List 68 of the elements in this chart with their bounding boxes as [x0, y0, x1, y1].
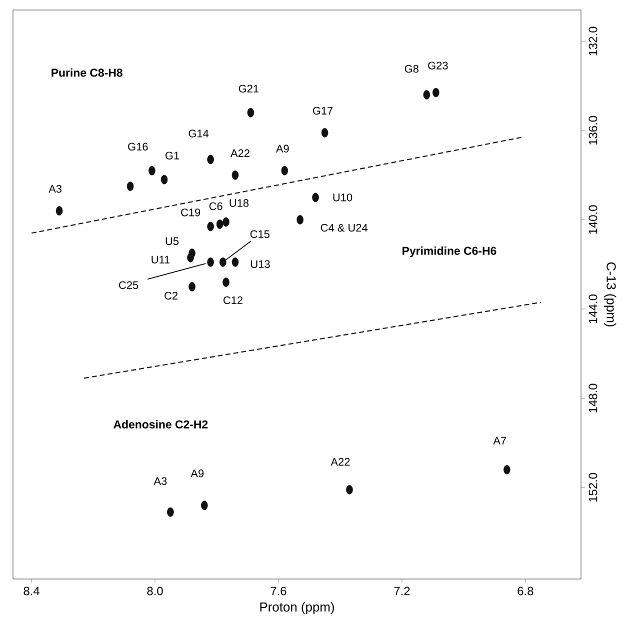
point — [187, 253, 194, 262]
point — [148, 166, 156, 176]
point — [232, 257, 239, 267]
x-tick-label: 6.8 — [518, 586, 534, 596]
point — [281, 166, 288, 176]
annotation: C15 — [250, 230, 270, 238]
x-tick-label: 7.6 — [270, 586, 286, 596]
annotation: G17 — [312, 106, 333, 115]
annotation: G16 — [128, 142, 148, 151]
x-tick-label: 7.2 — [394, 586, 410, 596]
point — [346, 485, 353, 494]
point — [167, 507, 174, 517]
point — [56, 206, 63, 216]
annotation: C25 — [119, 281, 138, 290]
annotation: A22 — [230, 149, 250, 157]
point — [296, 215, 304, 224]
y-tick-label: 152.0 — [588, 473, 598, 502]
y-tick-label: 144.0 — [588, 294, 598, 324]
point — [188, 282, 196, 292]
point — [216, 220, 224, 229]
annotation: U5 — [166, 237, 179, 246]
point — [207, 222, 214, 232]
annotation: U18 — [230, 199, 249, 207]
y-tick-label: 132.0 — [588, 26, 598, 56]
annotation: C2 — [164, 292, 178, 300]
annotation: Pyrimidine C6-H6 — [402, 246, 496, 258]
annotation: G21 — [238, 84, 259, 93]
annotation: A22 — [330, 458, 350, 466]
x-tick-label: 8.0 — [147, 586, 163, 596]
y-tick-label: 140.0 — [588, 205, 598, 234]
annotation: G14 — [188, 130, 209, 138]
point — [247, 108, 254, 118]
annotation: Purine C8-H8 — [52, 68, 122, 77]
point — [201, 500, 208, 510]
annotation: C4 & U24 — [320, 224, 368, 232]
point — [126, 182, 134, 191]
point — [222, 217, 230, 227]
annotation: C12 — [224, 296, 242, 304]
point — [207, 154, 214, 164]
annotation: G1 — [165, 152, 180, 160]
annotation: A3 — [48, 184, 62, 193]
y-tick-label: 148.0 — [588, 384, 598, 412]
annotation: A7 — [493, 436, 506, 444]
annotation: A3 — [154, 477, 167, 485]
annotation: A9 — [190, 470, 204, 478]
point — [321, 128, 328, 138]
point — [432, 88, 440, 98]
annotation: A9 — [276, 144, 289, 153]
x-axis-title: Proton (ppm) — [260, 602, 334, 614]
annotation: C6 — [209, 202, 222, 210]
point — [504, 465, 510, 474]
point — [423, 90, 430, 100]
annotation: U13 — [251, 260, 270, 268]
annotation: U10 — [333, 194, 352, 202]
point — [207, 257, 214, 267]
point — [312, 192, 319, 202]
annotation: C19 — [181, 208, 200, 216]
annotation: Adenosine C2-H2 — [114, 420, 208, 428]
y-axis-title: C-13 (ppm) — [604, 262, 616, 326]
annotation: G23 — [428, 62, 448, 70]
x-tick-label: 8.4 — [24, 586, 40, 596]
point — [160, 174, 168, 184]
annotation: G8 — [404, 64, 418, 73]
y-tick-label: 136.0 — [588, 116, 598, 145]
point — [220, 257, 226, 267]
point — [222, 278, 230, 287]
annotation: U11 — [152, 256, 170, 264]
point — [232, 170, 239, 180]
